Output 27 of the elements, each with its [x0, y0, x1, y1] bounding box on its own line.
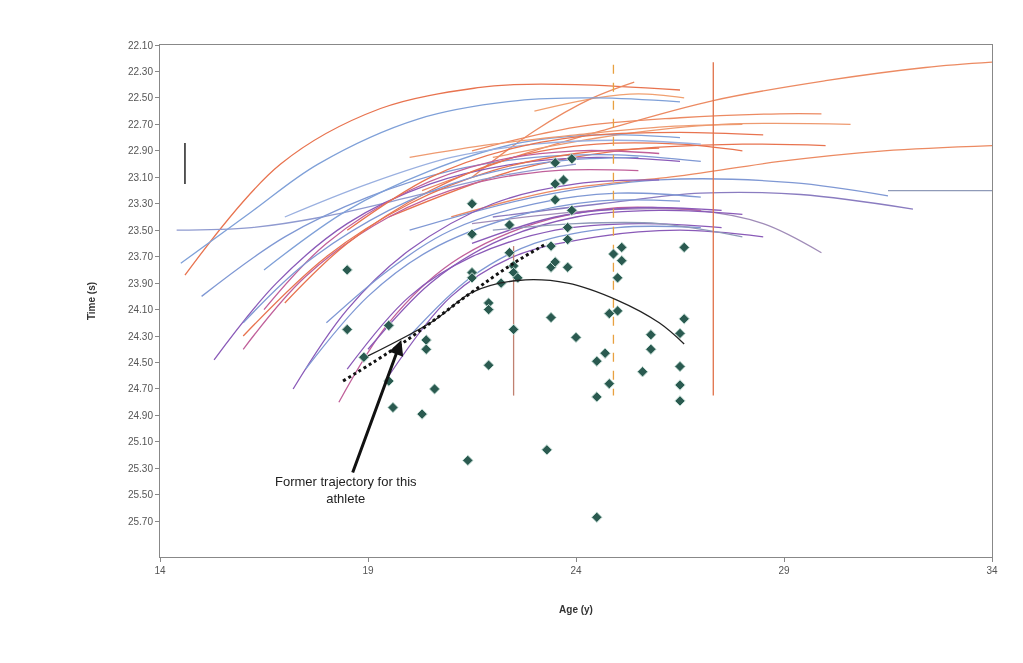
- y-tick-label: 23.10: [127, 171, 154, 183]
- x-tick-label: 24: [570, 565, 582, 576]
- y-tick-label: 22.70: [127, 118, 154, 130]
- x-axis-title: Age (y): [559, 603, 593, 615]
- y-tick-label: 25.10: [127, 436, 154, 448]
- y-tick-label: 24.90: [127, 409, 154, 421]
- y-tick-label: 23.70: [127, 251, 154, 263]
- y-tick-label: 24.70: [127, 383, 154, 395]
- y-tick-label: 23.50: [127, 224, 154, 236]
- y-tick-label: 25.50: [127, 489, 154, 501]
- y-tick-label: 23.90: [127, 277, 154, 289]
- x-tick-label: 34: [986, 565, 998, 576]
- y-tick-label: 24.30: [127, 330, 154, 342]
- y-tick-label: 22.90: [127, 145, 154, 157]
- y-tick-label: 22.10: [127, 39, 154, 51]
- y-tick-label: 24.10: [127, 304, 154, 316]
- y-tick-label: 24.50: [127, 357, 154, 369]
- y-tick-label: 22.30: [127, 65, 154, 77]
- x-tick-label: 29: [778, 565, 790, 576]
- y-tick-label: 25.30: [127, 462, 154, 474]
- annotation: Former trajectory for this athlete: [275, 474, 418, 506]
- y-axis-title: Time (s): [85, 281, 97, 321]
- x-tick-label: 19: [362, 565, 374, 576]
- y-tick-label: 25.70: [127, 515, 154, 527]
- y-tick-label: 22.50: [127, 92, 154, 104]
- y-tick-label: 23.30: [127, 198, 154, 210]
- x-tick-label: 14: [154, 565, 166, 576]
